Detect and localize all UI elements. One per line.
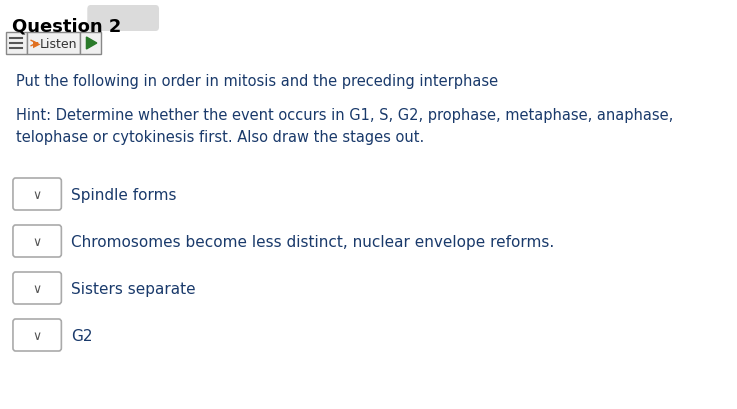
Polygon shape <box>86 38 97 50</box>
Text: Listen: Listen <box>40 37 77 50</box>
Text: Spindle forms: Spindle forms <box>71 188 176 202</box>
FancyBboxPatch shape <box>27 33 80 55</box>
FancyBboxPatch shape <box>13 272 61 304</box>
Text: ∨: ∨ <box>32 189 42 202</box>
FancyBboxPatch shape <box>80 33 101 55</box>
Text: ∨: ∨ <box>32 236 42 248</box>
FancyBboxPatch shape <box>6 33 27 55</box>
Text: ▶: ▶ <box>33 39 41 49</box>
FancyBboxPatch shape <box>13 319 61 351</box>
FancyBboxPatch shape <box>13 179 61 211</box>
Text: Question 2: Question 2 <box>12 18 122 36</box>
Text: ∨: ∨ <box>32 282 42 295</box>
FancyBboxPatch shape <box>13 225 61 257</box>
Text: G2: G2 <box>71 328 92 343</box>
Text: Chromosomes become less distinct, nuclear envelope reforms.: Chromosomes become less distinct, nuclea… <box>71 234 554 249</box>
Text: Hint: Determine whether the event occurs in G1, S, G2, prophase, metaphase, anap: Hint: Determine whether the event occurs… <box>15 108 673 145</box>
Text: Sisters separate: Sisters separate <box>71 281 195 296</box>
FancyBboxPatch shape <box>87 6 159 32</box>
Text: Put the following in order in mitosis and the preceding interphase: Put the following in order in mitosis an… <box>15 74 497 89</box>
Text: ∨: ∨ <box>32 329 42 342</box>
